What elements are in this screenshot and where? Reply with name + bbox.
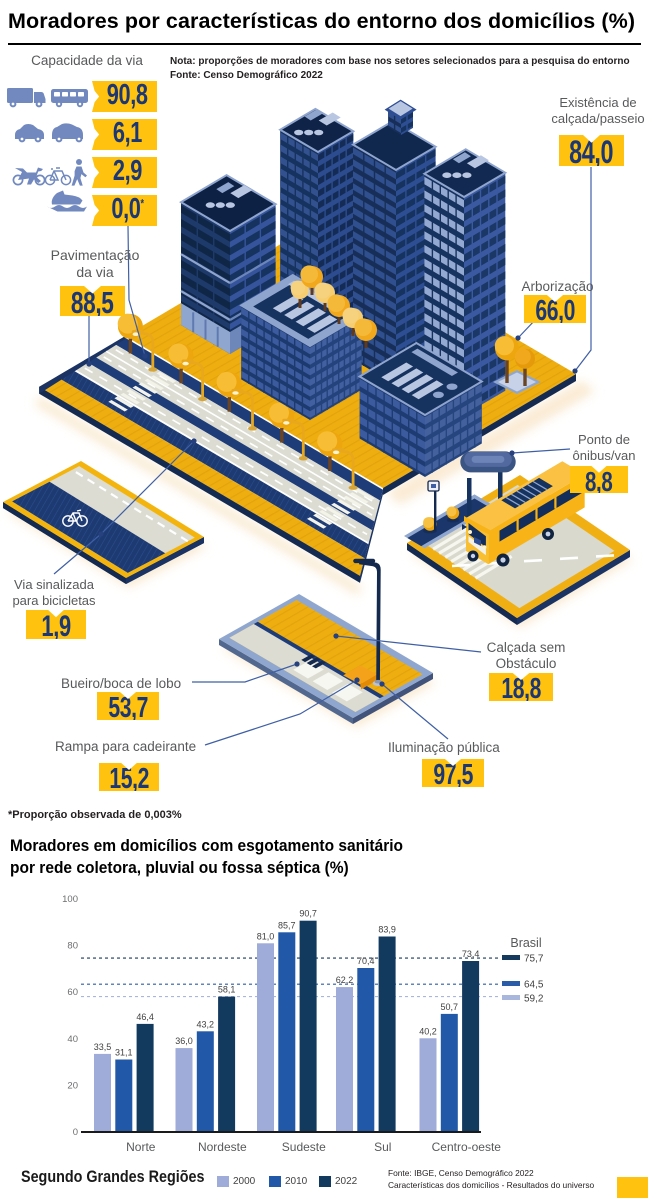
svg-text:70,4: 70,4	[357, 956, 375, 966]
svg-text:62,2: 62,2	[336, 975, 354, 985]
svg-text:46,4: 46,4	[136, 1012, 154, 1022]
svg-text:0: 0	[73, 1127, 78, 1138]
svg-text:36,0: 36,0	[175, 1036, 193, 1046]
svg-text:Norte: Norte	[126, 1140, 156, 1154]
svg-text:73,4: 73,4	[462, 949, 480, 959]
svg-text:43,2: 43,2	[197, 1019, 215, 1029]
svg-text:Brasil: Brasil	[510, 936, 541, 950]
svg-text:Sudeste: Sudeste	[282, 1140, 326, 1154]
svg-text:64,5: 64,5	[524, 980, 544, 991]
svg-text:58,1: 58,1	[218, 985, 236, 995]
svg-text:Centro-oeste: Centro-oeste	[432, 1140, 502, 1154]
svg-text:85,7: 85,7	[278, 920, 296, 930]
svg-text:81,0: 81,0	[257, 931, 275, 941]
svg-text:80: 80	[67, 941, 78, 952]
svg-text:50,7: 50,7	[441, 1002, 459, 1012]
svg-text:59,2: 59,2	[524, 994, 544, 1005]
svg-text:60: 60	[67, 987, 78, 998]
svg-text:31,1: 31,1	[115, 1048, 133, 1058]
svg-text:75,7: 75,7	[524, 954, 544, 965]
svg-text:100: 100	[62, 894, 78, 905]
svg-text:Nordeste: Nordeste	[198, 1140, 247, 1154]
svg-text:40,2: 40,2	[419, 1026, 437, 1036]
svg-text:Sul: Sul	[374, 1140, 391, 1154]
svg-text:83,9: 83,9	[378, 925, 396, 935]
svg-text:40: 40	[67, 1034, 78, 1045]
svg-text:90,7: 90,7	[299, 909, 317, 919]
svg-text:33,5: 33,5	[94, 1042, 112, 1052]
svg-text:20: 20	[67, 1080, 78, 1091]
